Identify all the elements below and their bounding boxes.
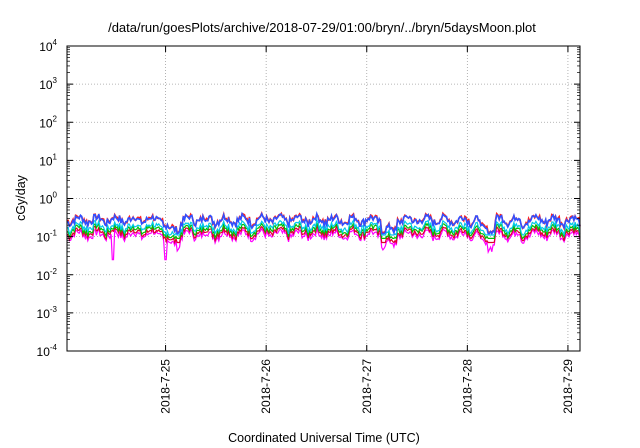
y-tick-exponent: 4 [53,38,58,47]
y-tick-base: 10 [37,231,51,245]
series-line [66,221,581,240]
y-tick-base: 10 [37,345,51,359]
y-tick-base: 10 [39,193,53,207]
y-tick-exponent: 2 [53,114,58,123]
y-tick-exponent: 1 [53,152,58,161]
y-tick-label: 101 [39,152,57,168]
y-tick-base: 10 [39,154,53,168]
y-tick-label: 10-3 [37,305,58,321]
series-group [66,210,581,261]
x-tick-label: 2018-7-26 [259,359,273,414]
grid [67,46,580,351]
y-tick-exponent: -1 [50,229,58,238]
x-tick-label: 2018-7-29 [561,359,575,414]
y-tick-label: 100 [39,191,57,207]
plot-frame [66,45,581,352]
chart-title: /data/run/goesPlots/archive/2018-07-29/0… [108,20,536,35]
series-line [66,226,581,261]
y-tick-label: 10-2 [37,267,58,283]
y-tick-exponent: 0 [53,191,58,200]
y-tick-exponent: 3 [53,76,58,85]
series-line [66,210,581,236]
y-tick-label: 102 [39,114,57,130]
y-tick-exponent: -4 [50,343,58,352]
x-axis: 2018-7-25 2018-7-26 2018-7-27 2018-7-28 2018… [159,46,575,414]
x-tick-label: 2018-7-28 [460,359,474,414]
y-tick-base: 10 [37,307,51,321]
y-tick-base: 10 [39,40,53,54]
y-tick-label: 10-1 [37,229,58,245]
y-tick-base: 10 [37,269,51,283]
x-axis-label: Coordinated Universal Time (UTC) [228,431,420,445]
series-line [66,218,581,237]
y-tick-base: 10 [39,78,53,92]
y-tick-label: 104 [39,38,57,54]
x-tick-label: 2018-7-27 [360,359,374,414]
x-tick-label: 2018-7-25 [159,359,173,414]
y-tick-exponent: -2 [50,267,58,276]
y-tick-label: 103 [39,76,57,92]
y-tick-exponent: -3 [50,305,58,314]
y-axis-label: cGy/day [14,174,28,221]
y-tick-base: 10 [39,116,53,130]
y-tick-label: 10-4 [37,343,58,359]
